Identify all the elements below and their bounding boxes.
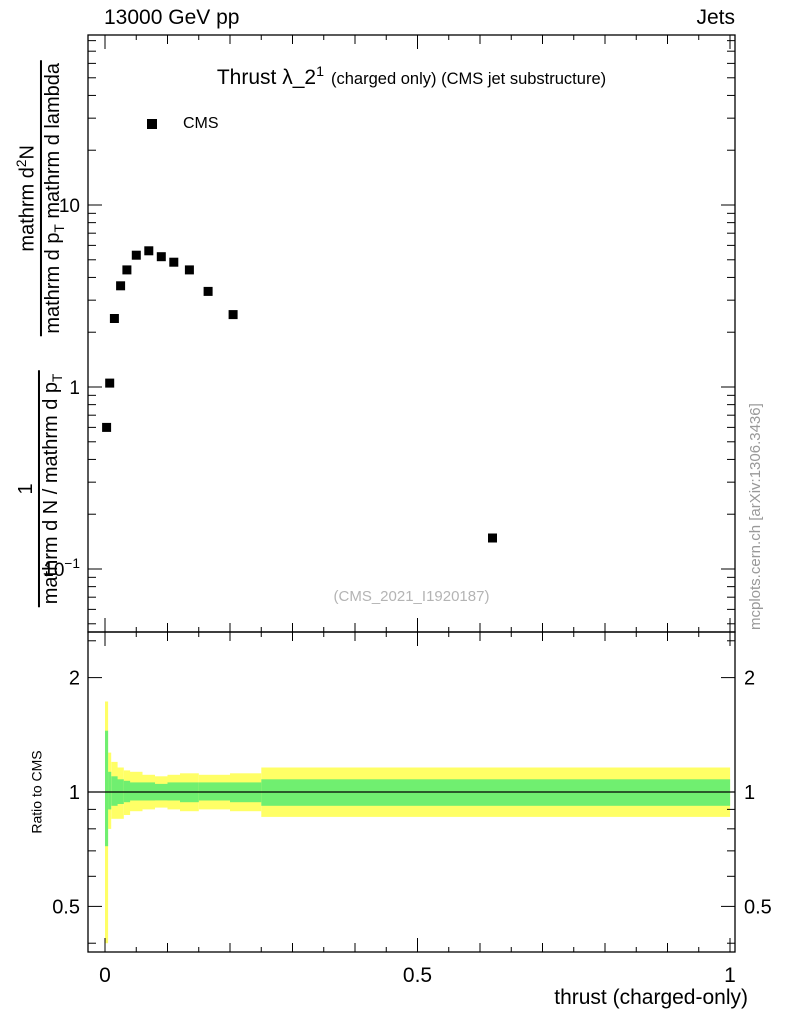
analysis-id-watermark: (CMS_2021_I1920187) <box>333 588 490 605</box>
svg-text:1: 1 <box>69 782 80 804</box>
svg-text:1: 1 <box>69 378 80 399</box>
legend-label: CMS <box>183 115 219 132</box>
ratio-axis-label: Ratio to CMS <box>29 750 45 834</box>
svg-text:0.5: 0.5 <box>52 896 80 918</box>
x-axis-label: thrust (charged-only) <box>554 986 748 1009</box>
plot-title: Thrust λ_21 (charged only) (CMS jet subst… <box>88 64 735 90</box>
svg-text:1: 1 <box>744 782 755 804</box>
axis-ticks <box>88 35 735 952</box>
ratio-uncertainty-bands <box>105 701 731 944</box>
svg-text:2: 2 <box>744 668 755 690</box>
plot-title-detail: (charged only) (CMS jet substructure) <box>331 70 607 88</box>
svg-text:0.5: 0.5 <box>403 964 432 987</box>
legend-marker-square-icon <box>147 119 157 129</box>
y-axis-label: 1 mathrm d N / mathrm d pT mathrm d2N ma… <box>2 35 80 632</box>
cms-data-points <box>102 246 497 543</box>
svg-text:0: 0 <box>99 964 111 987</box>
collision-energy-label: 13000 GeV pp <box>104 6 240 29</box>
plot-title-main: Thrust λ_21 <box>216 64 325 89</box>
legend: CMS <box>147 115 219 133</box>
svg-text:1: 1 <box>724 964 736 987</box>
y-axis-label-differential-fraction: mathrm d2N mathrm d pT mathrm d lambda <box>14 59 67 337</box>
svg-text:0.5: 0.5 <box>744 896 772 918</box>
svg-text:10: 10 <box>59 196 80 217</box>
svg-text:10−1: 10−1 <box>43 556 80 581</box>
y-axis-label-normalization-fraction: 1 mathrm d N / mathrm d pT <box>15 370 67 608</box>
axis-tick-labels: 10 1 10−1 2 2 1 1 0.5 0.5 0 0.5 1 <box>43 196 772 987</box>
svg-text:2: 2 <box>69 668 80 690</box>
mcplots-attribution: mcplots.cern.ch [arXiv:1306.3436] <box>747 403 764 630</box>
analysis-tag-label: Jets <box>696 6 735 29</box>
